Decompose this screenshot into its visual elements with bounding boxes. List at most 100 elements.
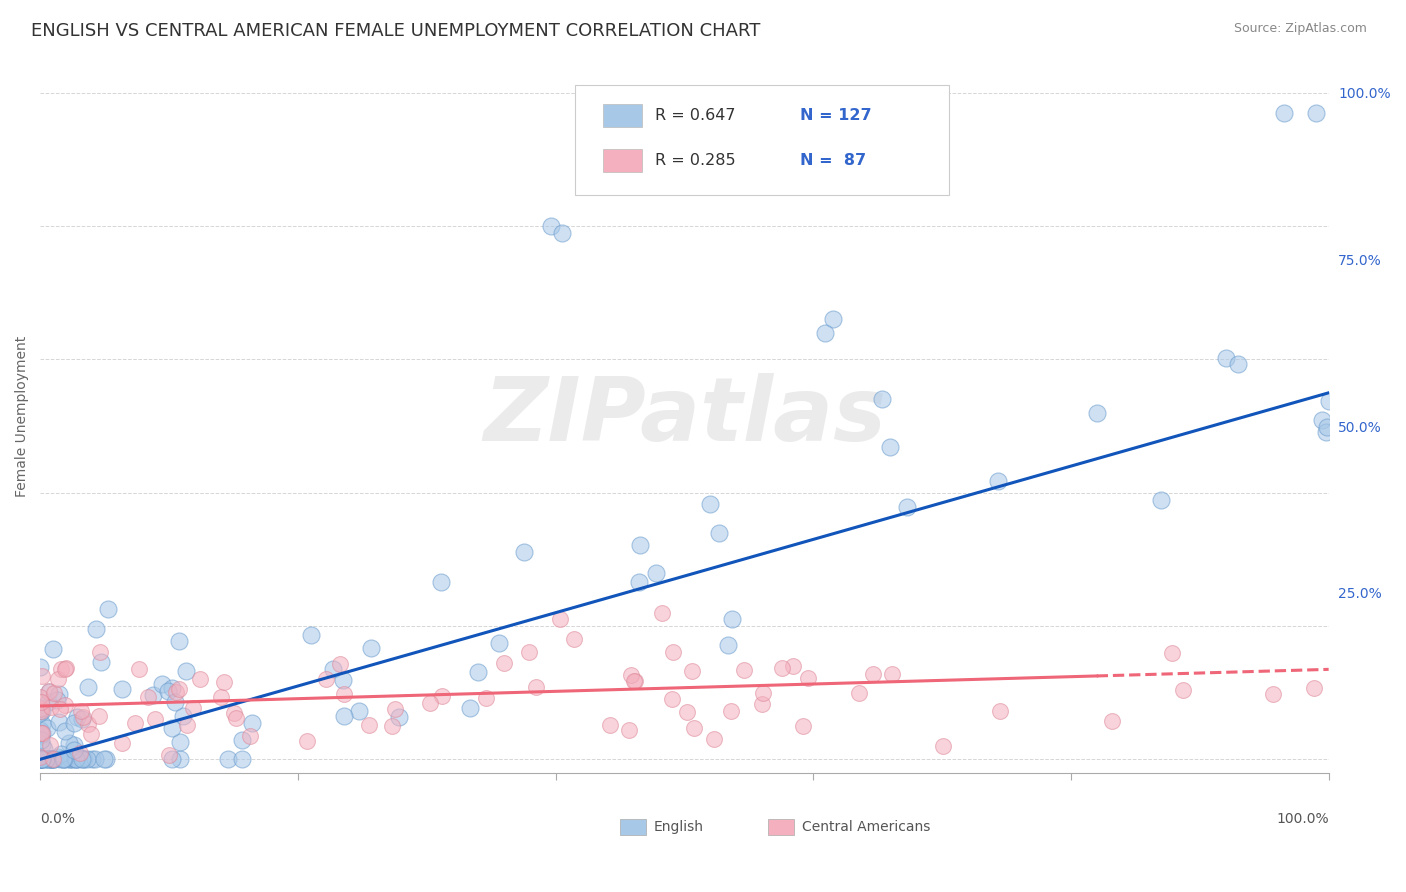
Point [59, 752, 82, 766]
Point [38, 752, 60, 766]
Point [30, 660, 52, 674]
Point [231, 733, 253, 747]
Text: ZIPatlas: ZIPatlas [482, 373, 886, 459]
Point [30, 726, 52, 740]
Point [31, 738, 53, 752]
Point [39, 700, 62, 714]
Text: Source: ZipAtlas.com: Source: ZipAtlas.com [1233, 22, 1367, 36]
Point [55, 752, 77, 766]
Point [467, 665, 489, 679]
Point [30, 702, 52, 716]
Point [93, 752, 115, 766]
Point [870, 392, 893, 407]
Point [97, 602, 120, 616]
Point [225, 711, 247, 725]
Point [142, 688, 165, 702]
Point [89, 645, 111, 659]
Point [231, 752, 253, 766]
Point [73, 752, 96, 766]
Point [63, 752, 86, 766]
Point [751, 697, 773, 711]
Point [717, 638, 740, 652]
Point [72, 709, 94, 723]
Point [111, 681, 134, 696]
Point [52, 752, 75, 766]
Point [30, 750, 52, 764]
Point [42, 752, 65, 766]
Point [733, 663, 755, 677]
Point [31, 668, 53, 682]
Point [58, 736, 80, 750]
Point [63, 716, 86, 731]
Point [492, 657, 515, 671]
Point [82, 752, 104, 766]
Point [32, 741, 55, 756]
Point [322, 662, 344, 676]
Point [30, 752, 52, 766]
Point [160, 681, 183, 695]
Point [42, 752, 65, 766]
Point [49, 747, 72, 762]
Point [62, 742, 84, 756]
Point [770, 661, 793, 675]
Point [1101, 714, 1123, 728]
Y-axis label: Female Unemployment: Female Unemployment [15, 335, 30, 497]
Point [76, 752, 98, 766]
Text: 100.0%: 100.0% [1277, 812, 1329, 826]
Point [512, 544, 534, 558]
Point [644, 566, 666, 580]
Point [430, 574, 453, 589]
Point [31, 725, 53, 739]
Point [703, 731, 725, 746]
Point [90, 655, 112, 669]
Point [458, 701, 481, 715]
Point [619, 723, 641, 738]
Point [384, 702, 406, 716]
Point [30, 752, 52, 766]
Point [69, 751, 91, 765]
Point [623, 674, 645, 689]
Point [165, 685, 187, 699]
Point [77, 717, 100, 731]
Text: 0.0%: 0.0% [41, 812, 75, 826]
Point [41, 752, 63, 766]
Point [136, 690, 159, 705]
Point [1263, 687, 1285, 701]
Point [53, 662, 76, 676]
Point [30, 728, 52, 742]
Point [30, 701, 52, 715]
Point [30, 723, 52, 737]
Point [209, 690, 232, 705]
FancyBboxPatch shape [603, 103, 643, 127]
Point [124, 715, 146, 730]
Point [30, 694, 52, 708]
Point [848, 686, 870, 700]
Point [37, 694, 59, 708]
Point [1316, 420, 1339, 434]
Point [360, 640, 382, 655]
Point [31, 726, 53, 740]
Point [59, 752, 82, 766]
Point [38, 685, 60, 699]
Point [128, 662, 150, 676]
Point [31, 752, 53, 766]
Point [72, 711, 94, 725]
Point [163, 695, 186, 709]
Point [1310, 413, 1333, 427]
Point [48, 687, 70, 701]
Point [682, 721, 704, 735]
Point [388, 709, 411, 723]
Point [30, 752, 52, 766]
Text: English: English [654, 820, 703, 834]
Point [721, 612, 744, 626]
Point [315, 673, 337, 687]
Point [1272, 106, 1295, 120]
Point [30, 704, 52, 718]
Point [332, 709, 354, 723]
Point [83, 752, 105, 766]
Point [349, 704, 371, 718]
Point [46, 692, 69, 706]
Point [79, 727, 101, 741]
Point [30, 706, 52, 720]
Point [797, 671, 820, 685]
